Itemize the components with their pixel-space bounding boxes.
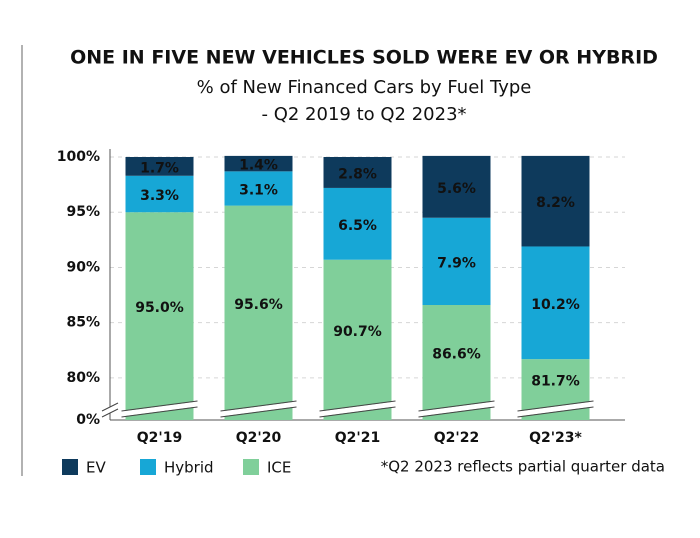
y-tick-label: 95% xyxy=(66,204,100,220)
y-tick-label: 85% xyxy=(66,315,100,331)
axis-break xyxy=(220,401,297,417)
data-label: 86.6% xyxy=(432,347,481,363)
axis-break-edge xyxy=(418,400,495,412)
bar-segment xyxy=(521,246,590,360)
data-label: 3.3% xyxy=(140,188,179,204)
bar-segment xyxy=(125,157,194,176)
axis-break-edge xyxy=(517,400,594,412)
axis-break xyxy=(517,401,594,417)
data-label: 2.8% xyxy=(338,166,377,182)
y-tick-label: 0% xyxy=(76,412,100,428)
data-label: 5.6% xyxy=(437,181,476,197)
legend-swatch xyxy=(62,459,78,475)
bar-segment xyxy=(422,305,491,420)
data-label: 95.0% xyxy=(135,300,184,316)
data-label: 90.7% xyxy=(333,324,382,340)
bar-segment xyxy=(125,212,194,420)
chart-subtitle: - Q2 2019 to Q2 2023* xyxy=(261,104,466,125)
axis-break-edge xyxy=(418,406,495,418)
axis-break-edge xyxy=(121,406,198,418)
legend-label: Hybrid xyxy=(164,459,214,477)
y-tick-label: 80% xyxy=(66,370,100,386)
data-label: 81.7% xyxy=(531,374,580,390)
legend-label: ICE xyxy=(267,459,291,477)
axis-break-edge xyxy=(319,406,396,418)
axis-break xyxy=(100,403,120,417)
axis-break xyxy=(319,401,396,417)
bar-segment xyxy=(224,171,293,206)
chart-subtitle: % of New Financed Cars by Fuel Type xyxy=(197,77,532,98)
data-label: 1.4% xyxy=(239,158,278,174)
axis-break-edge xyxy=(220,400,297,412)
bar-segment xyxy=(125,175,194,213)
data-label: 3.1% xyxy=(239,182,278,198)
axis-break-edge xyxy=(319,400,396,412)
y-tick-label: 100% xyxy=(57,149,100,165)
axis-break xyxy=(418,401,495,417)
data-label: 1.7% xyxy=(140,160,179,176)
data-label: 8.2% xyxy=(536,195,575,211)
x-tick-label: Q2'22 xyxy=(434,430,479,446)
axis-break-edge xyxy=(101,402,119,412)
axis-break-edge xyxy=(101,408,119,418)
axis-break-edge xyxy=(220,406,297,418)
bar-segment xyxy=(224,155,293,172)
axis-break-edge xyxy=(517,406,594,418)
x-tick-label: Q2'20 xyxy=(236,430,282,446)
bar-segment xyxy=(224,205,293,420)
legend-label: EV xyxy=(86,459,106,477)
bar-segment xyxy=(521,155,590,247)
y-tick-label: 90% xyxy=(66,259,100,275)
chart-title: ONE IN FIVE NEW VEHICLES SOLD WERE EV OR… xyxy=(70,47,658,69)
axis-break xyxy=(121,401,198,417)
bar-segment xyxy=(323,157,392,188)
x-tick-label: Q2'23* xyxy=(529,430,582,446)
footnote: *Q2 2023 reflects partial quarter data xyxy=(381,458,665,476)
data-label: 95.6% xyxy=(234,297,283,313)
data-label: 6.5% xyxy=(338,218,377,234)
data-label: 10.2% xyxy=(531,297,580,313)
bar-segment xyxy=(422,217,491,306)
bar-segment xyxy=(422,155,491,218)
bar-segment xyxy=(323,187,392,260)
legend-swatch xyxy=(243,459,259,475)
axis-break-edge xyxy=(121,400,198,412)
legend-swatch xyxy=(140,459,156,475)
x-tick-label: Q2'19 xyxy=(137,430,182,446)
data-label: 7.9% xyxy=(437,255,476,271)
bar-segment xyxy=(323,259,392,420)
x-tick-label: Q2'21 xyxy=(335,430,380,446)
